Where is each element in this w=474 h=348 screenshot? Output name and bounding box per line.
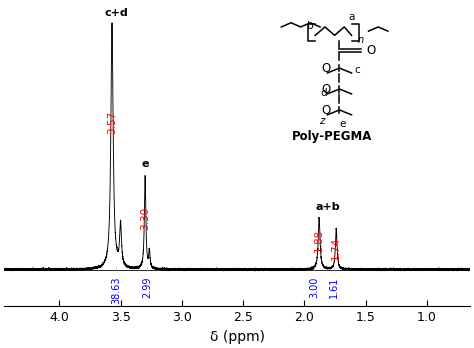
Text: 3.30: 3.30 bbox=[140, 207, 150, 230]
Text: c+d: c+d bbox=[104, 8, 128, 18]
Text: 3.00: 3.00 bbox=[309, 277, 319, 298]
Text: a+b: a+b bbox=[315, 202, 340, 212]
Text: 2.99: 2.99 bbox=[142, 277, 152, 299]
X-axis label: δ (ppm): δ (ppm) bbox=[210, 330, 264, 344]
Text: 1.74: 1.74 bbox=[331, 237, 341, 260]
Text: 3.57: 3.57 bbox=[108, 111, 118, 134]
Text: 1.88: 1.88 bbox=[313, 229, 323, 252]
Text: e: e bbox=[141, 159, 149, 169]
Text: 38.63: 38.63 bbox=[111, 277, 121, 304]
Text: 1.61: 1.61 bbox=[329, 277, 339, 298]
